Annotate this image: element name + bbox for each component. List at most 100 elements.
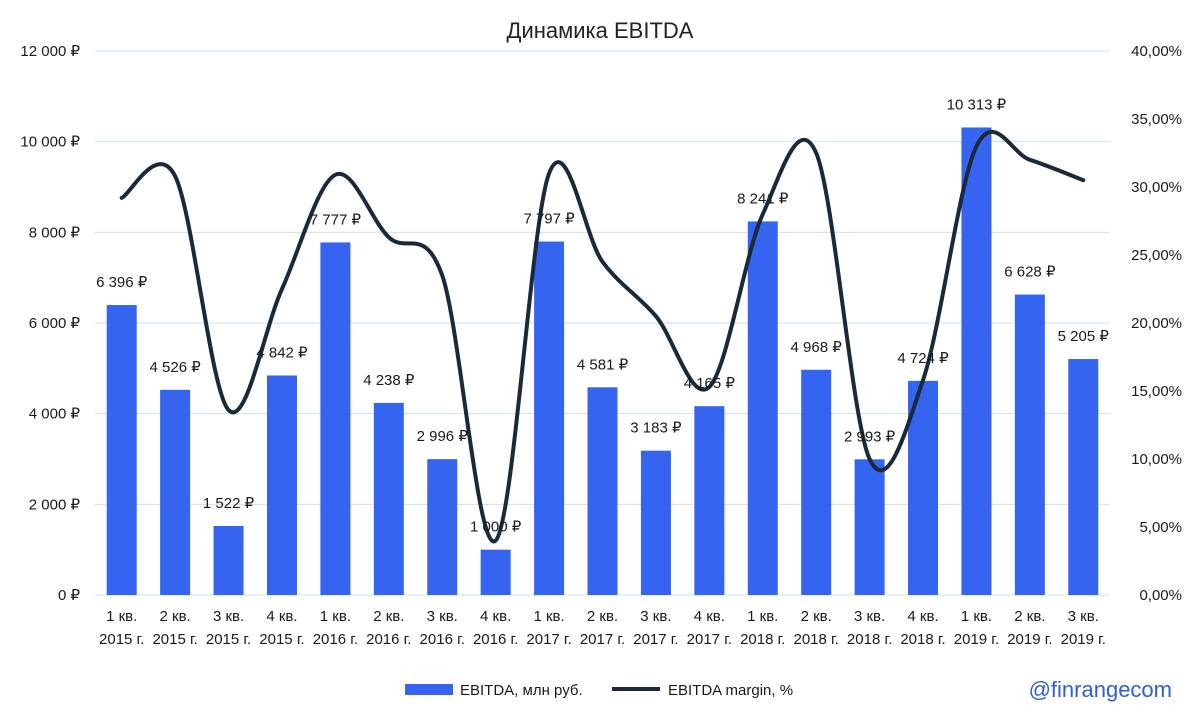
bar-data-label: 6 396 ₽ xyxy=(96,274,148,291)
x-tick-quarter: 1 кв. xyxy=(961,608,992,625)
bar xyxy=(480,549,511,595)
y-right-tick-label: 15,00% xyxy=(1131,383,1182,400)
legend-label-margin: EBITDA margin, % xyxy=(668,682,793,699)
bar-data-label: 4 238 ₽ xyxy=(363,372,415,389)
y-left-tick-label: 6 000 ₽ xyxy=(29,315,81,332)
y-left-tick-label: 12 000 ₽ xyxy=(20,43,80,60)
x-tick-year: 2017 г. xyxy=(580,631,625,648)
x-tick-quarter: 3 кв. xyxy=(1068,608,1099,625)
x-tick-year: 2016 г. xyxy=(473,631,518,648)
x-tick-year: 2018 г. xyxy=(740,631,785,648)
bar xyxy=(694,406,725,595)
legend-swatch-ebitda xyxy=(405,684,453,695)
y-axis-left: 0 ₽ 2 000 ₽ 4 000 ₽ 6 000 ₽ 8 000 ₽ 10 000 ₽ 1… xyxy=(20,43,80,604)
legend-label-ebitda: EBITDA, млн руб. xyxy=(460,682,583,699)
y-left-tick-label: 8 000 ₽ xyxy=(29,224,81,241)
y-right-tick-label: 40,00% xyxy=(1131,43,1182,60)
bar-data-label: 7 797 ₽ xyxy=(523,211,575,228)
bar xyxy=(854,459,885,595)
x-tick-quarter: 3 кв. xyxy=(640,608,671,625)
y-right-tick-label: 0,00% xyxy=(1139,587,1182,604)
bar xyxy=(373,402,404,595)
x-tick-quarter: 1 кв. xyxy=(747,608,778,625)
bar xyxy=(213,526,244,595)
x-tick-quarter: 3 кв. xyxy=(213,608,244,625)
bar xyxy=(106,305,137,595)
bar xyxy=(320,242,351,595)
x-tick-quarter: 2 кв. xyxy=(587,608,618,625)
y-right-tick-label: 10,00% xyxy=(1131,451,1182,468)
bar-data-label: 1 000 ₽ xyxy=(470,519,522,536)
y-right-tick-label: 25,00% xyxy=(1131,247,1182,264)
x-tick-quarter: 2 кв. xyxy=(801,608,832,625)
bar xyxy=(160,389,191,595)
bar xyxy=(640,450,671,595)
x-tick-quarter: 2 кв. xyxy=(373,608,404,625)
y-left-tick-label: 4 000 ₽ xyxy=(29,406,81,423)
x-tick-year: 2017 г. xyxy=(687,631,732,648)
bar-data-label: 4 526 ₽ xyxy=(150,359,202,376)
x-tick-year: 2019 г. xyxy=(954,631,999,648)
x-tick-year: 2018 г. xyxy=(900,631,945,648)
y-right-tick-label: 35,00% xyxy=(1131,111,1182,128)
x-tick-year: 2019 г. xyxy=(1061,631,1106,648)
bar-data-label: 3 183 ₽ xyxy=(630,420,682,437)
x-tick-year: 2017 г. xyxy=(526,631,571,648)
bar-data-label: 4 968 ₽ xyxy=(791,339,843,356)
bar xyxy=(908,380,939,595)
bar-data-label: 2 996 ₽ xyxy=(417,428,469,445)
chart-title: Динамика EBITDA xyxy=(507,18,694,43)
bar-data-label: 8 241 ₽ xyxy=(737,190,789,207)
x-tick-year: 2017 г. xyxy=(633,631,678,648)
bar xyxy=(801,369,832,595)
x-tick-year: 2018 г. xyxy=(847,631,892,648)
x-tick-quarter: 3 кв. xyxy=(427,608,458,625)
watermark: @finrangecom xyxy=(1029,677,1172,702)
x-tick-quarter: 4 кв. xyxy=(480,608,511,625)
bar-data-label: 2 993 ₽ xyxy=(844,428,896,445)
line-series xyxy=(119,129,1086,544)
x-tick-year: 2019 г. xyxy=(1007,631,1052,648)
bar-data-label: 4 724 ₽ xyxy=(897,350,949,367)
x-tick-year: 2015 г. xyxy=(259,631,304,648)
bar-data-label: 6 628 ₽ xyxy=(1004,264,1056,281)
y-right-tick-label: 30,00% xyxy=(1131,179,1182,196)
y-left-tick-label: 0 ₽ xyxy=(58,587,81,604)
bar xyxy=(1014,294,1045,595)
x-tick-quarter: 2 кв. xyxy=(160,608,191,625)
bar xyxy=(961,127,992,596)
bar-data-label: 4 581 ₽ xyxy=(577,356,629,373)
bar-data-label: 5 205 ₽ xyxy=(1058,328,1110,345)
margin-line xyxy=(119,129,1086,544)
x-axis: 1 кв. 2015 г. 2 кв. 2015 г. 3 кв. 2015 г. 4 кв… xyxy=(99,608,1106,648)
legend: EBITDA, млн руб. EBITDA margin, % xyxy=(405,682,793,699)
bar xyxy=(427,459,458,595)
bar-data-label: 1 522 ₽ xyxy=(203,495,255,512)
x-tick-year: 2016 г. xyxy=(366,631,411,648)
x-tick-quarter: 1 кв. xyxy=(320,608,351,625)
bar xyxy=(587,387,618,595)
x-tick-year: 2016 г. xyxy=(313,631,358,648)
bar xyxy=(1068,359,1099,595)
y-left-tick-label: 10 000 ₽ xyxy=(20,134,80,151)
x-tick-year: 2015 г. xyxy=(206,631,251,648)
x-tick-quarter: 4 кв. xyxy=(266,608,297,625)
bar-data-label: 4 842 ₽ xyxy=(256,344,308,361)
data-labels: 6 396 ₽ 4 526 ₽ 1 522 ₽ 4 842 ₽ 7 777 ₽ 4 238… xyxy=(96,96,1109,535)
x-tick-year: 2015 г. xyxy=(99,631,144,648)
bar xyxy=(747,221,778,595)
x-tick-quarter: 3 кв. xyxy=(854,608,885,625)
bar-data-label: 7 777 ₽ xyxy=(310,211,362,228)
x-tick-year: 2015 г. xyxy=(152,631,197,648)
y-right-tick-label: 20,00% xyxy=(1131,315,1182,332)
bar-series xyxy=(106,127,1099,596)
x-tick-quarter: 1 кв. xyxy=(533,608,564,625)
y-left-tick-label: 2 000 ₽ xyxy=(29,496,81,513)
x-tick-quarter: 1 кв. xyxy=(106,608,137,625)
bar xyxy=(266,375,297,595)
x-tick-quarter: 4 кв. xyxy=(907,608,938,625)
bar-data-label: 4 165 ₽ xyxy=(684,375,736,392)
x-tick-year: 2016 г. xyxy=(420,631,465,648)
